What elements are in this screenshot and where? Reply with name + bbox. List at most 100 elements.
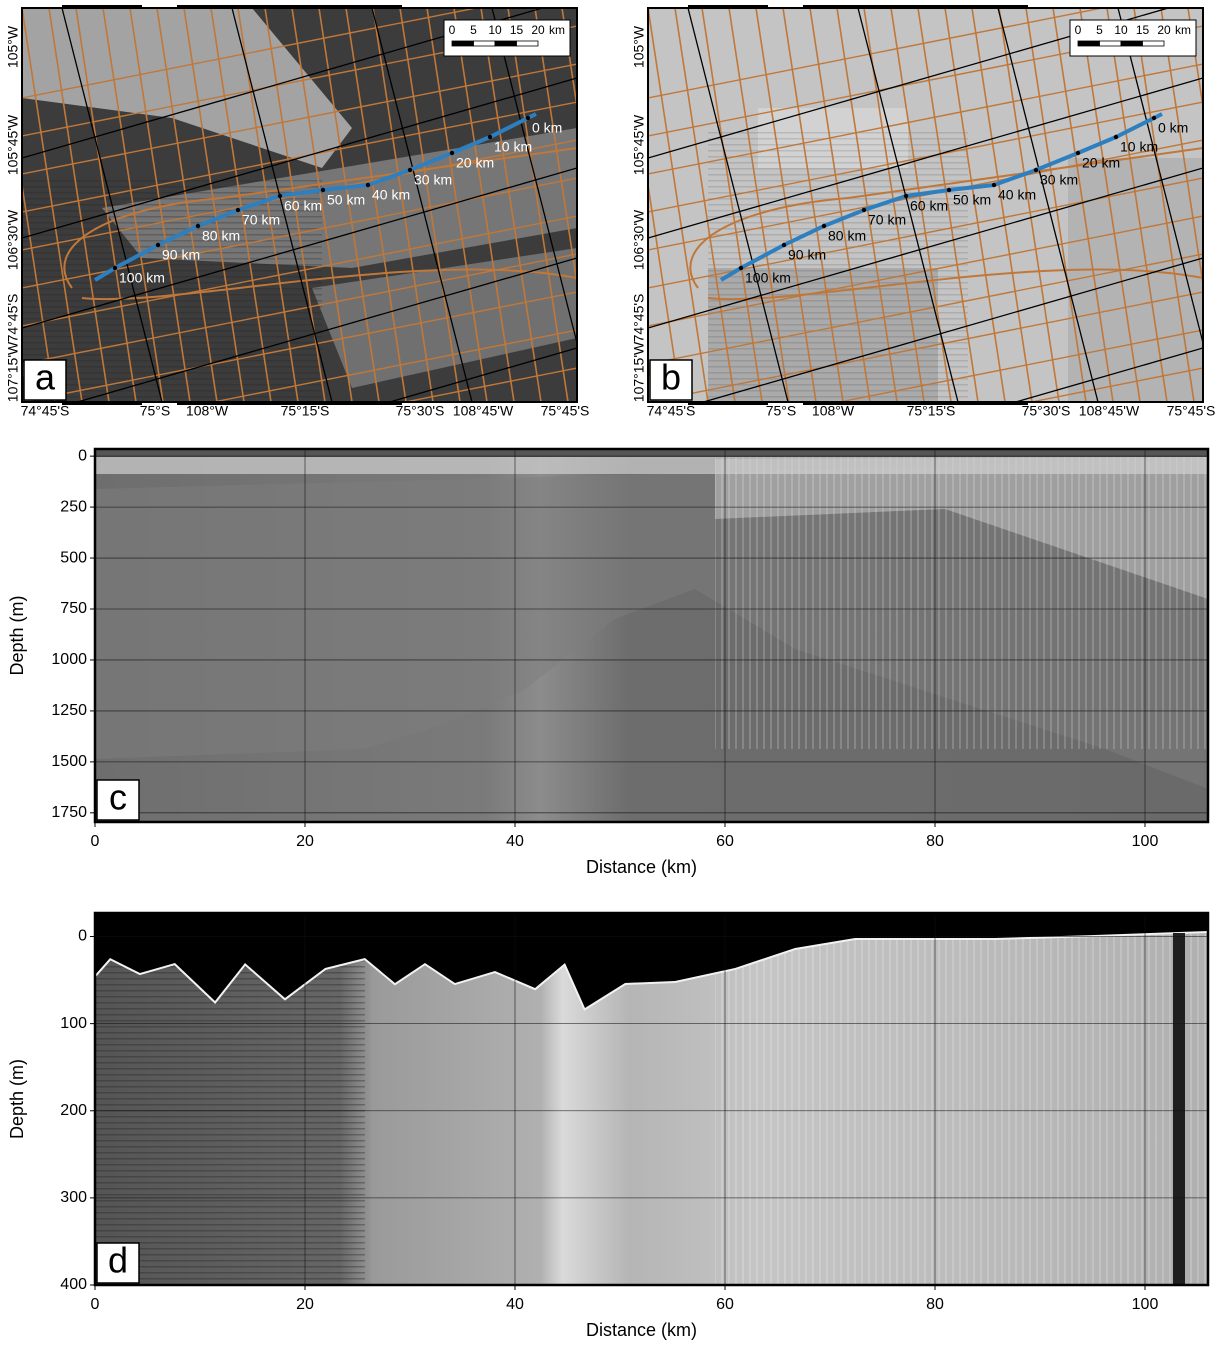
x-tick-label: 0 <box>91 1296 100 1313</box>
panel-letter: d <box>108 1240 128 1281</box>
track-marker <box>782 243 786 247</box>
frame-band <box>948 402 1028 405</box>
scale-segment <box>474 41 496 46</box>
latlon-label: 106°30'W <box>5 209 21 270</box>
map-body: 0 km10 km20 km30 km40 km50 km60 km70 km8… <box>567 0 1222 516</box>
track-label: 50 km <box>953 192 991 208</box>
x-tick-label: 100 <box>1132 1296 1159 1313</box>
track-marker <box>862 208 866 212</box>
frame-band <box>62 402 142 405</box>
track-marker <box>488 135 492 139</box>
track-marker <box>278 194 282 198</box>
scale-segment <box>495 41 517 46</box>
latlon-label: 75°45'S <box>541 403 590 419</box>
y-axis-label: Depth (m) <box>7 595 27 675</box>
track-label: 30 km <box>1040 172 1078 188</box>
panel-letter: a <box>35 357 56 398</box>
latlon-label: 75°45'S <box>1167 403 1216 419</box>
latlon-label: 74°45'S <box>5 294 21 343</box>
track-label: 100 km <box>119 270 165 286</box>
frame-band <box>948 5 1028 8</box>
latlon-label: 74°45'S <box>631 294 647 343</box>
panel-letter: b <box>661 357 681 398</box>
track-label: 50 km <box>327 192 365 208</box>
y-tick-label: 1000 <box>51 651 87 668</box>
frame-band <box>177 5 347 8</box>
latlon-label: 106°30'W <box>631 209 647 270</box>
track-label: 60 km <box>910 198 948 214</box>
x-tick-label: 80 <box>926 1296 944 1313</box>
latlon-label: 74°45'S <box>21 403 70 419</box>
track-label: 40 km <box>998 187 1036 203</box>
y-tick-label: 200 <box>60 1102 87 1119</box>
track-marker <box>526 116 530 120</box>
scale-tick-label: 0 <box>449 23 456 37</box>
scale-segment <box>517 41 539 46</box>
track-marker <box>113 266 117 270</box>
scale-tick-label: 5 <box>470 23 477 37</box>
y-tick-label: 100 <box>60 1015 87 1032</box>
track-label: 70 km <box>242 212 280 228</box>
frame-band <box>688 402 768 405</box>
latlon-label: 75°15'S <box>281 403 330 419</box>
y-tick-label: 1250 <box>51 702 87 719</box>
track-marker <box>992 183 996 187</box>
latlon-label: 107°15'W <box>5 341 21 402</box>
scale-tick-label: 15 <box>510 23 524 37</box>
scale-tick-label: 10 <box>488 23 502 37</box>
scale-segment <box>1121 41 1143 46</box>
x-tick-label: 40 <box>506 1296 524 1313</box>
x-tick-label: 60 <box>716 1296 734 1313</box>
x-tick-label: 40 <box>506 833 524 850</box>
latlon-label: 108°W <box>186 403 229 419</box>
latlon-label: 105°45'W <box>5 114 21 175</box>
x-axis-label: Distance (km) <box>586 1320 697 1340</box>
track-marker <box>904 194 908 198</box>
track-marker <box>366 183 370 187</box>
dark-trace <box>1173 933 1185 1285</box>
track-label: 10 km <box>494 139 532 155</box>
y-tick-label: 300 <box>60 1189 87 1206</box>
figure: 0 km10 km20 km30 km40 km50 km60 km70 km8… <box>0 0 1222 1350</box>
scale-unit: km <box>549 23 565 37</box>
flight-line <box>0 8 1 402</box>
track-label: 30 km <box>414 172 452 188</box>
y-tick-label: 1750 <box>51 804 87 821</box>
trace-texture <box>715 913 1208 1285</box>
latlon-label: 105°W <box>631 25 647 68</box>
x-tick-label: 80 <box>926 833 944 850</box>
y-tick-label: 400 <box>60 1276 87 1293</box>
track-label: 10 km <box>1120 139 1158 155</box>
scale-segment <box>452 41 474 46</box>
y-tick-label: 250 <box>60 498 87 515</box>
y-tick-label: 0 <box>78 447 87 464</box>
frame-band <box>322 5 402 8</box>
track-label: 90 km <box>788 247 826 263</box>
scale-tick-label: 5 <box>1096 23 1103 37</box>
latlon-label: 108°45'W <box>1079 403 1140 419</box>
track-marker <box>1034 168 1038 172</box>
x-tick-label: 100 <box>1132 833 1159 850</box>
track-label: 80 km <box>202 228 240 244</box>
track-marker <box>408 168 412 172</box>
track-label: 60 km <box>284 198 322 214</box>
track-label: 0 km <box>1158 120 1188 136</box>
track-label: 80 km <box>828 228 866 244</box>
trace-texture <box>715 449 1208 749</box>
track-marker <box>1152 116 1156 120</box>
track-marker <box>1114 135 1118 139</box>
track-marker <box>450 151 454 155</box>
track-label: 100 km <box>745 270 791 286</box>
scale-segment <box>1143 41 1165 46</box>
latlon-label: 108°W <box>812 403 855 419</box>
latlon-label: 105°45'W <box>631 114 647 175</box>
panel-letter: c <box>109 777 127 818</box>
y-tick-label: 500 <box>60 549 87 566</box>
latlon-label: 75°15'S <box>907 403 956 419</box>
x-axis-label: Distance (km) <box>586 857 697 877</box>
x-tick-label: 20 <box>296 1296 314 1313</box>
y-tick-label: 0 <box>78 928 87 945</box>
latlon-label: 75°30'S <box>1022 403 1071 419</box>
track-marker <box>236 208 240 212</box>
